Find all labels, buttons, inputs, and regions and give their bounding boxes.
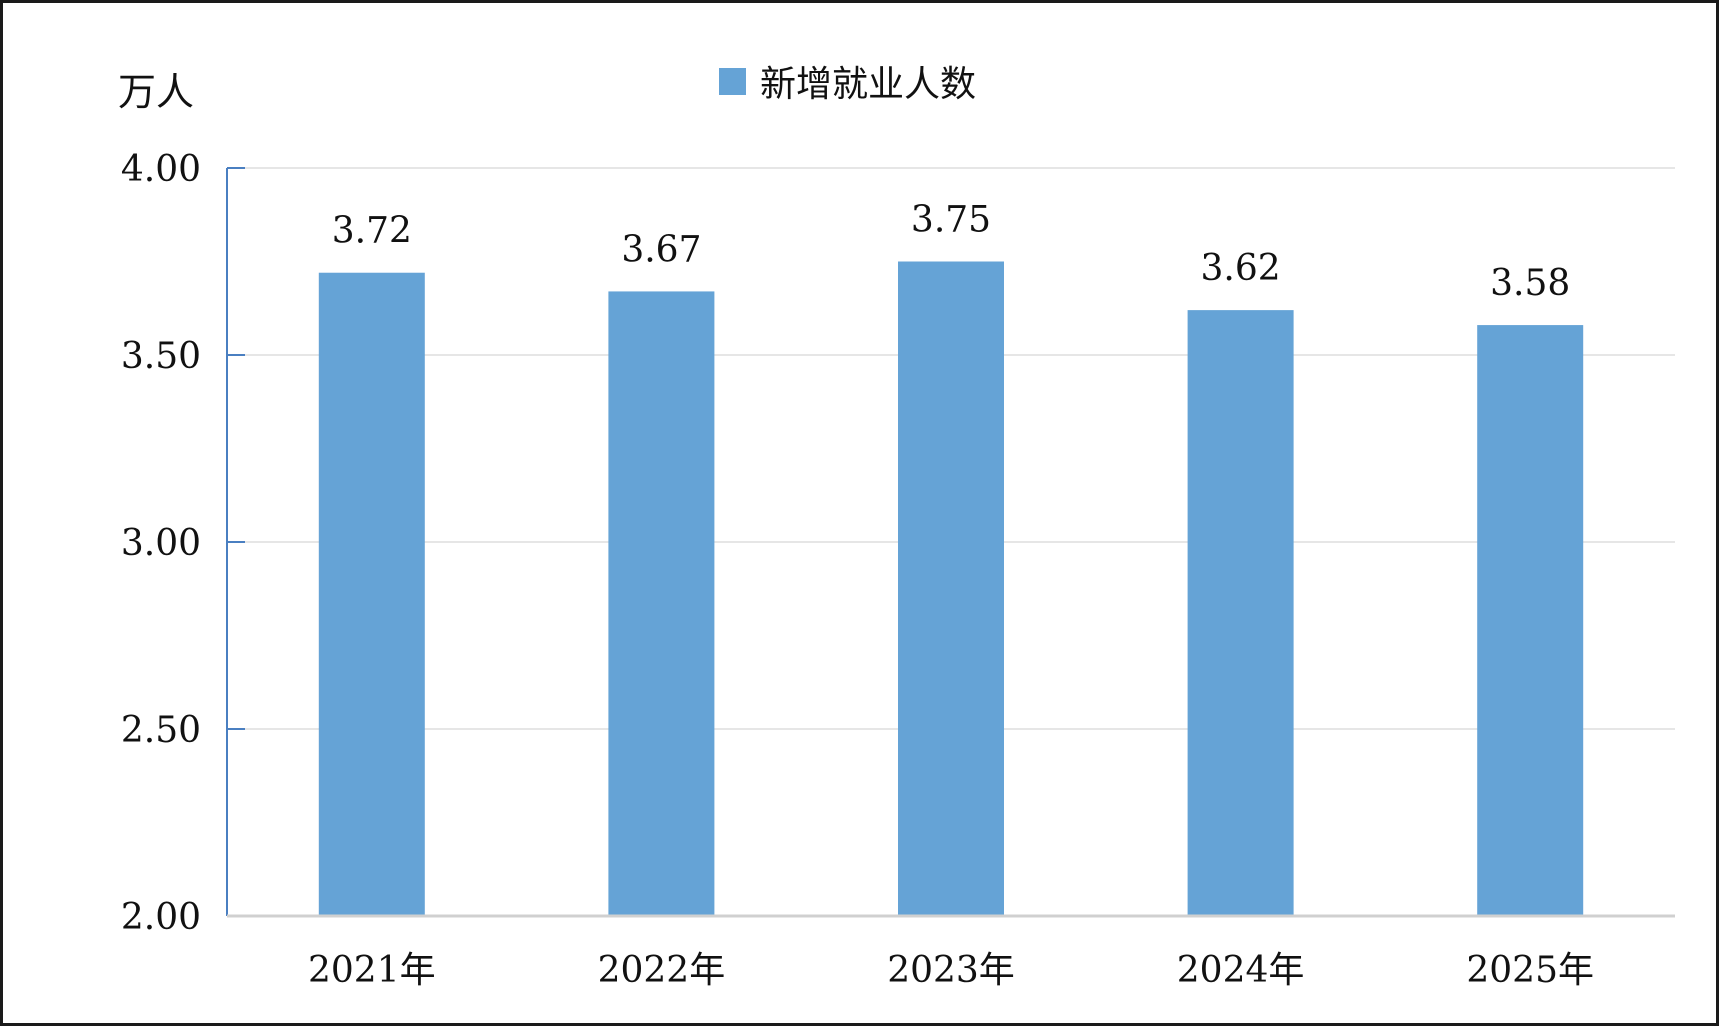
y-axis-unit-label: 万人: [118, 70, 194, 114]
data-label: 3.58: [1490, 263, 1570, 304]
data-label: 3.62: [1201, 248, 1281, 289]
data-label: 3.72: [332, 211, 412, 252]
x-tick-label: 2021年: [308, 950, 436, 991]
x-tick-label: 2023年: [887, 950, 1015, 991]
y-tick-label: 2.00: [121, 897, 201, 938]
bar-chart: 2.00 2.50 3.00 3.50 4.00 2021年 2022年 2023年 2024年…: [118, 64, 1675, 991]
y-tick-label: 3.00: [121, 523, 201, 564]
bar: [898, 261, 1004, 916]
data-labels: 3.72 3.67 3.75 3.62 3.58: [332, 200, 1571, 305]
legend-label: 新增就业人数: [760, 64, 976, 105]
bar: [608, 291, 715, 916]
bar: [1187, 310, 1294, 916]
bars: [318, 261, 1584, 917]
legend: 新增就业人数: [719, 64, 976, 105]
x-tick-label: 2022年: [598, 950, 726, 991]
bar: [1477, 325, 1584, 917]
legend-swatch: [719, 68, 746, 95]
x-tick-label: 2024年: [1177, 950, 1305, 991]
data-label: 3.75: [911, 200, 991, 241]
axes: 2.00 2.50 3.00 3.50 4.00 2021年 2022年 2023年 2024年…: [121, 149, 1675, 991]
data-label: 3.67: [621, 229, 701, 270]
x-tick-label: 2025年: [1466, 950, 1594, 991]
y-tick-label: 3.50: [121, 336, 201, 377]
bar: [318, 272, 425, 917]
y-tick-label: 2.50: [121, 710, 201, 751]
y-tick-label: 4.00: [121, 149, 201, 190]
